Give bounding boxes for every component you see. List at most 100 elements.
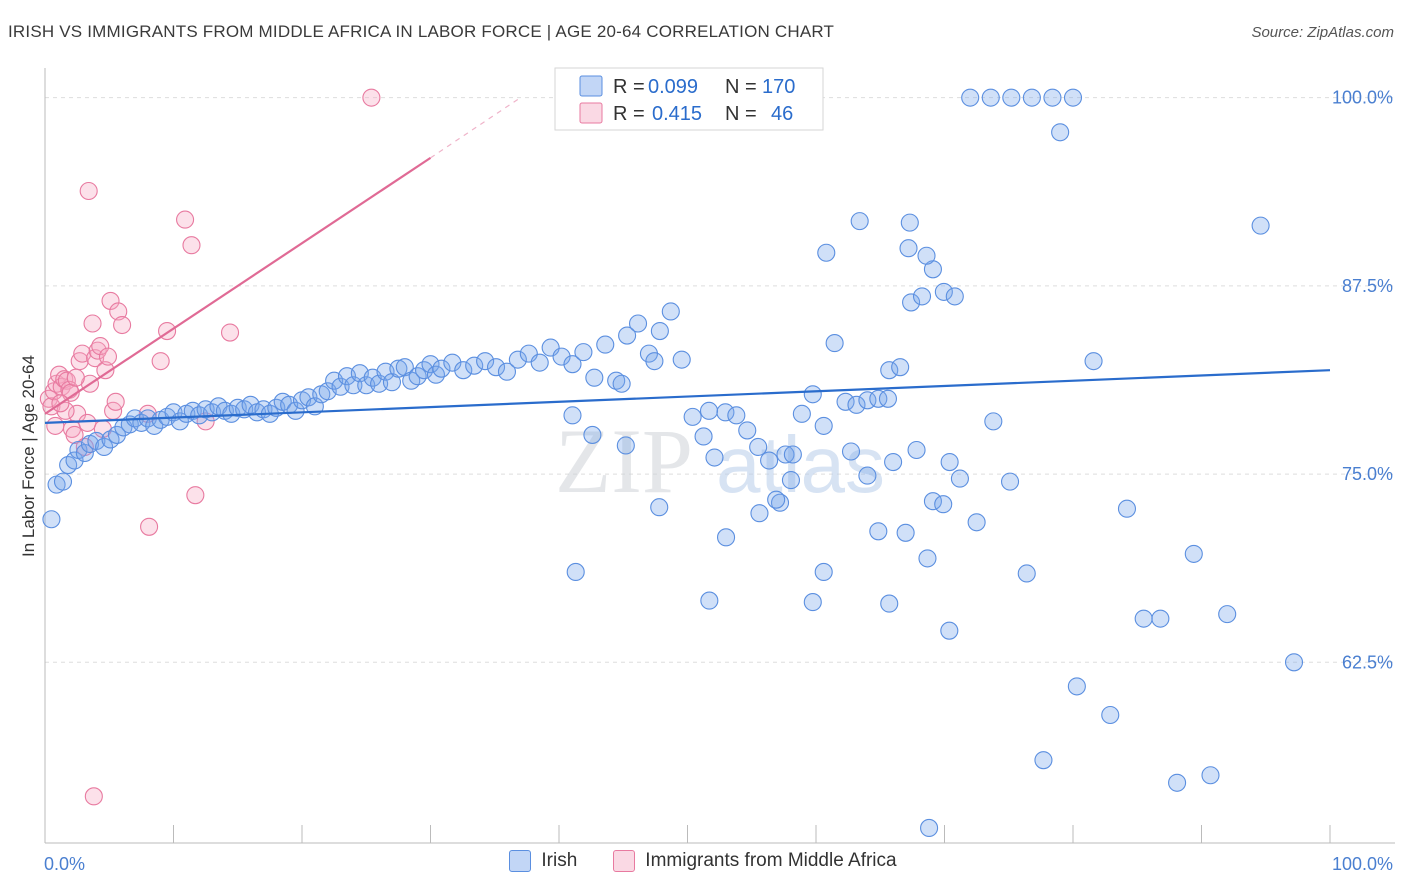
watermark-zip: ZIP bbox=[555, 410, 693, 512]
legend-label-middle-africa: Immigrants from Middle Africa bbox=[645, 850, 897, 871]
irish-point bbox=[727, 406, 746, 425]
y-tick-label-1: 87.5% bbox=[1342, 276, 1393, 296]
irish-point bbox=[465, 356, 484, 375]
irish-point bbox=[917, 246, 936, 265]
middle-africa-point bbox=[140, 517, 159, 536]
irish-point bbox=[891, 358, 910, 377]
middle-africa-point bbox=[362, 88, 381, 107]
axes bbox=[44, 68, 1395, 844]
irish-point bbox=[1002, 88, 1021, 107]
legend-r-label-1: R = bbox=[613, 76, 645, 98]
irish-point bbox=[961, 88, 980, 107]
irish-point bbox=[814, 416, 833, 435]
irish-point bbox=[563, 406, 582, 425]
legend-r-value-middle-africa: 0.415 bbox=[652, 103, 702, 125]
irish-point bbox=[75, 443, 94, 463]
legend-label-irish: Irish bbox=[541, 850, 578, 871]
legend-swatch-middle-africa bbox=[579, 102, 603, 124]
irish-point bbox=[432, 359, 451, 378]
irish-point bbox=[1184, 544, 1203, 563]
irish-point bbox=[552, 347, 571, 366]
legend-n-label-2: N = bbox=[725, 103, 757, 125]
irish-point bbox=[421, 355, 440, 374]
irish-point bbox=[841, 442, 861, 461]
watermark-atlas: atlas bbox=[716, 420, 885, 509]
irish-point bbox=[65, 451, 84, 470]
y-tick-label-0: 100.0% bbox=[1332, 88, 1393, 108]
bottom-legend: Irish Immigrants from Middle Africa bbox=[0, 850, 1406, 872]
irish-point bbox=[95, 437, 114, 457]
irish-point bbox=[884, 452, 903, 472]
irish-point bbox=[566, 562, 585, 582]
irish-point bbox=[53, 472, 73, 491]
middle-africa-point bbox=[98, 347, 118, 366]
irish-point bbox=[530, 353, 549, 372]
irish-point bbox=[869, 389, 888, 408]
irish-point bbox=[661, 302, 680, 321]
irish-point bbox=[596, 335, 615, 354]
middle-africa-point bbox=[84, 787, 103, 806]
irish-point bbox=[899, 239, 918, 258]
legend-r-value-irish: 0.099 bbox=[648, 76, 698, 98]
irish-point bbox=[286, 401, 305, 420]
irish-point bbox=[612, 374, 631, 393]
irish-point bbox=[945, 287, 964, 306]
irish-point bbox=[967, 513, 986, 532]
irish-point bbox=[645, 352, 664, 371]
trend-lines bbox=[44, 97, 1331, 424]
legend-swatch-middle-africa-bottom bbox=[613, 850, 636, 872]
irish-point bbox=[880, 361, 899, 380]
irish-point bbox=[907, 440, 926, 460]
irish-point bbox=[776, 445, 795, 464]
middle-africa-point bbox=[83, 314, 102, 333]
irish-point bbox=[700, 591, 719, 610]
irish-point bbox=[918, 549, 937, 568]
source-label: Source: ZipAtlas.com bbox=[1251, 24, 1394, 41]
irish-point bbox=[896, 523, 915, 542]
irish-point bbox=[563, 355, 582, 374]
irish-point bbox=[583, 425, 602, 444]
legend-item-irish: Irish bbox=[509, 850, 577, 872]
irish-point bbox=[1134, 609, 1153, 628]
legend-r-label-2: R = bbox=[613, 103, 645, 125]
irish-point bbox=[923, 492, 942, 511]
middle-africa-point bbox=[109, 302, 128, 321]
series-middle-africa-points bbox=[39, 88, 381, 806]
irish-point bbox=[940, 452, 959, 472]
irish-point bbox=[1218, 605, 1237, 624]
legend-swatch-irish bbox=[579, 75, 603, 97]
legend-item-middle-africa: Immigrants from Middle Africa bbox=[613, 850, 897, 872]
irish-point bbox=[694, 427, 713, 446]
middle-africa-point bbox=[65, 425, 84, 444]
irish-point bbox=[981, 88, 1000, 107]
legend-n-label-1: N = bbox=[725, 76, 757, 98]
irish-point bbox=[783, 445, 802, 464]
irish-point bbox=[699, 401, 719, 420]
irish-point bbox=[767, 490, 786, 509]
irish-point bbox=[950, 469, 969, 488]
irish-point bbox=[107, 425, 127, 444]
irish-point bbox=[880, 594, 899, 613]
irish-point bbox=[1101, 705, 1120, 725]
irish-point bbox=[705, 448, 724, 467]
middle-africa-point bbox=[46, 416, 65, 435]
irish-trend-line bbox=[44, 369, 1331, 424]
irish-point bbox=[476, 352, 495, 371]
middle-africa-point bbox=[176, 210, 195, 229]
middle-africa-trend-extension bbox=[430, 97, 521, 159]
irish-point bbox=[920, 818, 939, 837]
middle-africa-point bbox=[186, 486, 205, 505]
x-tick-label-right: 100.0% bbox=[1332, 854, 1393, 874]
irish-point bbox=[814, 562, 833, 582]
middle-africa-point bbox=[113, 315, 132, 335]
irish-point bbox=[803, 593, 822, 612]
irish-point bbox=[984, 412, 1003, 431]
irish-point bbox=[869, 522, 888, 541]
tick-labels: 100.0% 87.5% 75.0% 62.5% 0.0% 100.0% bbox=[44, 88, 1393, 874]
irish-point bbox=[1151, 609, 1170, 628]
irish-point bbox=[672, 350, 691, 369]
watermark: ZIP atlas bbox=[555, 410, 885, 512]
irish-point bbox=[825, 334, 844, 353]
middle-africa-point bbox=[79, 181, 98, 201]
